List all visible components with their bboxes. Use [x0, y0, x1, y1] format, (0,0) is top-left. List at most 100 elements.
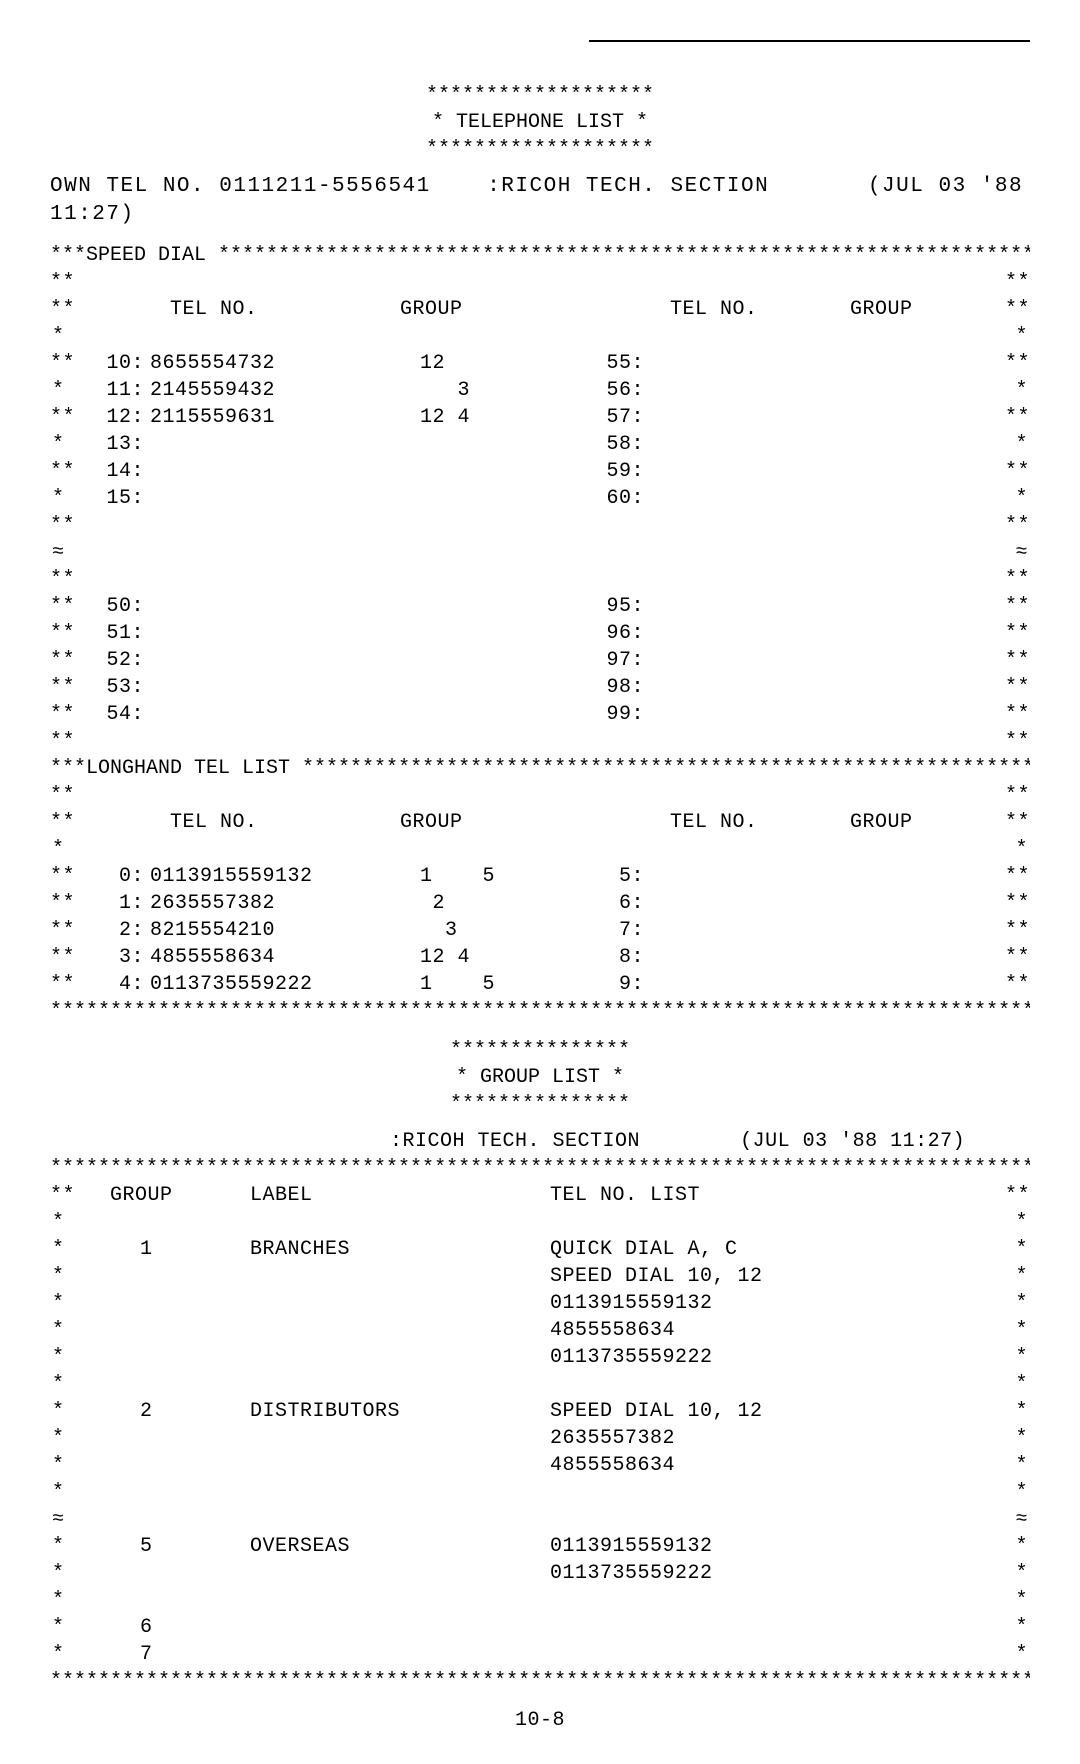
group-number: 1 [80, 1236, 250, 1263]
group-row: 2DISTRIBUTORSSPEED DIAL 10, 12 [50, 1398, 1030, 1425]
table-row: 3:485555863412 48: [50, 944, 1030, 971]
row-group [850, 404, 970, 431]
group-label [250, 1425, 550, 1452]
group-tel [550, 1641, 1000, 1668]
group-number [80, 1344, 250, 1371]
row-group [390, 485, 530, 512]
row-tel [650, 917, 850, 944]
group-tel: QUICK DIAL A, C [550, 1236, 1000, 1263]
row-group [390, 458, 530, 485]
row-index: 97: [530, 647, 650, 674]
break-row [50, 1506, 1030, 1533]
table-row: 53:98: [50, 674, 1030, 701]
row-index: 5: [530, 863, 650, 890]
row-index: 50: [80, 593, 150, 620]
row-tel: 2635557382 [150, 890, 390, 917]
speed-dial-title: ***SPEED DIAL [50, 244, 218, 267]
table-row: 2:8215554210 37: [50, 917, 1030, 944]
group-label [250, 1344, 550, 1371]
row-tel [150, 620, 390, 647]
row-index: 8: [530, 944, 650, 971]
row-tel [650, 593, 850, 620]
row-tel [150, 593, 390, 620]
blank-row [50, 323, 1030, 350]
row-tel [650, 485, 850, 512]
row-group [850, 890, 970, 917]
row-index: 60: [530, 485, 650, 512]
row-group: 1 5 [390, 971, 530, 998]
row-index: 9: [530, 971, 650, 998]
row-group [850, 674, 970, 701]
group-label [250, 1452, 550, 1479]
group-row: SPEED DIAL 10, 12 [50, 1263, 1030, 1290]
row-tel [650, 674, 850, 701]
group-number [80, 1317, 250, 1344]
row-group: 3 [390, 377, 530, 404]
group-label: BRANCHES [250, 1236, 550, 1263]
group-label [250, 1614, 550, 1641]
group-label [250, 1641, 550, 1668]
col-label: LABEL [250, 1182, 550, 1209]
col-tel-list: TEL NO. LIST [550, 1182, 1000, 1209]
longhand-header: ***LONGHAND TEL LIST *******************… [50, 755, 1030, 782]
table-row: 12:211555963112 457: [50, 404, 1030, 431]
page-number: 10-8 [50, 1707, 1030, 1734]
blank-row [50, 566, 1030, 593]
group-number [80, 1425, 250, 1452]
row-group [850, 944, 970, 971]
col-group: GROUP [850, 296, 970, 323]
row-tel [650, 971, 850, 998]
row-index: 57: [530, 404, 650, 431]
own-tel-line: OWN TEL NO. 0111211-5556541 :RICOH TECH.… [50, 173, 1030, 230]
row-index: 52: [80, 647, 150, 674]
row-tel [150, 485, 390, 512]
row-tel: 8655554732 [150, 350, 390, 377]
stars-fill: ****************************************… [302, 757, 1030, 780]
col-tel: TEL NO. [650, 809, 850, 836]
top-rule [589, 40, 1030, 42]
own-tel-no: 0111211-5556541 [219, 175, 431, 198]
group-number: 7 [80, 1641, 250, 1668]
blank-row [50, 512, 1030, 539]
stars-row: ******************* [50, 82, 1030, 109]
row-group [850, 377, 970, 404]
row-group: 2 [390, 890, 530, 917]
row-group: 12 [390, 350, 530, 377]
group-bottom-stars: ****************************************… [50, 1668, 1030, 1695]
row-group: 12 4 [390, 944, 530, 971]
group-label [250, 1263, 550, 1290]
row-index: 4: [80, 971, 150, 998]
col-group: GROUP [390, 296, 530, 323]
group-row: 0113735559222 [50, 1344, 1030, 1371]
row-index: 3: [80, 944, 150, 971]
row-index: 53: [80, 674, 150, 701]
blank-row [50, 836, 1030, 863]
table-row: 0:01139155591321 55: [50, 863, 1030, 890]
row-index: 1: [80, 890, 150, 917]
stars-row: *************** [50, 1091, 1030, 1118]
group-top-stars: ****************************************… [50, 1155, 1030, 1182]
group-row: 1BRANCHESQUICK DIAL A, C [50, 1236, 1030, 1263]
row-tel: 2115559631 [150, 404, 390, 431]
col-tel: TEL NO. [150, 809, 390, 836]
row-index: 13: [80, 431, 150, 458]
row-tel: 0113735559222 [150, 971, 390, 998]
row-index: 58: [530, 431, 650, 458]
group-list-title: *************** * GROUP LIST * *********… [50, 1037, 1030, 1118]
table-row: 1:2635557382 26: [50, 890, 1030, 917]
row-tel [650, 944, 850, 971]
group-label [250, 1317, 550, 1344]
row-tel: 2145559432 [150, 377, 390, 404]
group-row: 0113735559222 [50, 1560, 1030, 1587]
section-label: :RICOH TECH. SECTION [390, 1130, 640, 1153]
group-row: 2635557382 [50, 1425, 1030, 1452]
row-tel: 0113915559132 [150, 863, 390, 890]
group-number [80, 1290, 250, 1317]
group-number [80, 1452, 250, 1479]
row-group [850, 593, 970, 620]
row-index: 99: [530, 701, 650, 728]
row-index: 6: [530, 890, 650, 917]
row-tel [150, 647, 390, 674]
row-group [850, 620, 970, 647]
row-group [850, 647, 970, 674]
